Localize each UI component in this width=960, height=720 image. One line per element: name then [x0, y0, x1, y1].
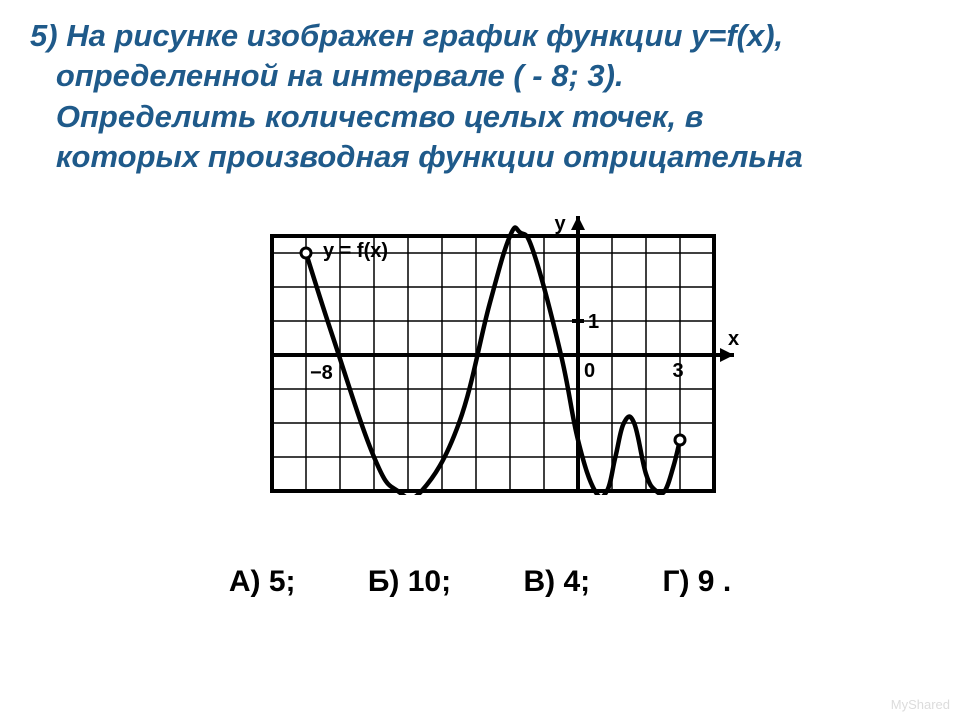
answer-d: Г) 9 .: [662, 565, 731, 599]
question-line4: которых производная функции отрицательна: [56, 139, 803, 174]
watermark: MyShared: [891, 697, 950, 712]
svg-text:x: x: [728, 328, 739, 350]
question-number: 5): [30, 18, 58, 53]
svg-text:−8: −8: [310, 362, 333, 384]
answer-options: А) 5; Б) 10; В) 4; Г) 9 .: [0, 565, 960, 599]
function-graph: y x −8 0 3 1 y = f(x): [210, 195, 750, 495]
svg-text:y = f(x): y = f(x): [323, 240, 388, 262]
question-line1: На рисунке изображен график функции y=f(…: [66, 18, 783, 53]
svg-text:3: 3: [672, 360, 683, 382]
answer-c: В) 4;: [523, 565, 590, 599]
graph-container: y x −8 0 3 1 y = f(x): [210, 195, 750, 495]
svg-text:y: y: [554, 213, 566, 235]
answer-b: Б) 10;: [368, 565, 451, 599]
question-text: 5) На рисунке изображен график функции y…: [0, 0, 960, 177]
answer-a: А) 5;: [229, 565, 296, 599]
question-line3: Определить количество целых точек, в: [56, 99, 704, 134]
question-line2: определенной на интервале ( - 8; 3).: [56, 58, 624, 93]
svg-text:0: 0: [584, 360, 595, 382]
svg-text:1: 1: [588, 311, 599, 333]
